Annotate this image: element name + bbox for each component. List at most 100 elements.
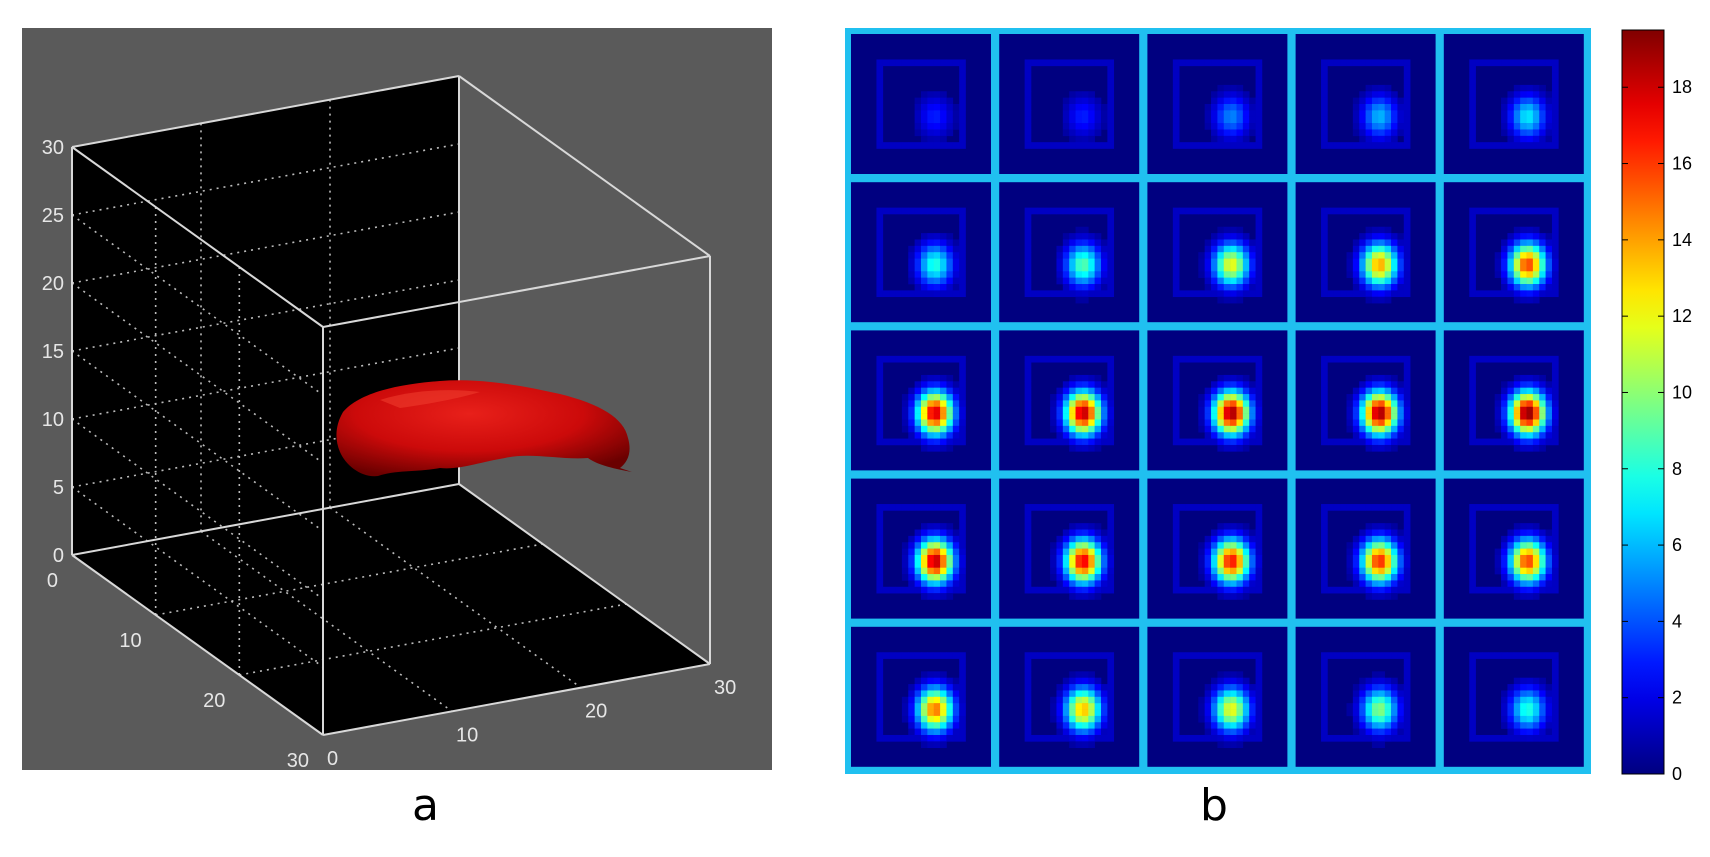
heatmap-cell [952,438,960,446]
heatmap-cell [1069,264,1076,272]
heatmap-cell [1532,652,1540,659]
heatmap-cell [908,561,915,568]
heatmap-cell [1062,59,1070,67]
heatmap-cell [1494,586,1502,594]
heatmap-cell [1249,129,1256,137]
heatmap-cell [1391,207,1398,215]
heatmap-cell [1365,690,1373,698]
heatmap-cell [1075,264,1083,272]
heatmap-cell [1384,696,1392,704]
heatmap-cell [1236,226,1244,234]
heatmap-cell [914,116,922,124]
heatmap-cell [1346,567,1354,575]
heatmap-cell [914,504,922,511]
heatmap-cell [1075,129,1083,137]
heatmap-cell [1501,104,1508,111]
heatmap-cell [1242,703,1250,710]
heatmap-cell [927,129,935,137]
heatmap-cell [1024,703,1032,710]
heatmap-cell [946,703,954,710]
heatmap-cell [933,722,941,729]
heatmap-cell [1520,84,1527,92]
heatmap-cell [1539,91,1546,98]
heatmap-cell [1532,271,1540,278]
heatmap-cell [1230,355,1237,363]
heatmap-tile [851,626,991,767]
heatmap-cell [1069,696,1076,704]
heatmap-cell [1172,406,1180,414]
heatmap-cell [1062,696,1070,704]
heatmap-cell [1526,207,1534,215]
heatmap-cell [1198,271,1205,278]
heatmap-cell [1024,574,1032,581]
heatmap-cell [946,355,954,363]
heatmap-cell [1539,252,1546,259]
floor-grid-line [155,543,543,616]
heatmap-cell [1340,355,1347,363]
heatmap-cell [1249,142,1256,149]
heatmap-cell [1242,684,1250,691]
heatmap-cell [952,652,960,659]
heatmap-cell [1230,535,1237,543]
heatmap-cell [914,728,922,736]
heatmap-cell [1107,567,1115,575]
heatmap-cell [1088,142,1095,149]
heatmap-cell [895,734,903,742]
heatmap-cell [1024,226,1032,234]
heatmap-cell [946,548,954,556]
heatmap-cell [1494,652,1502,659]
heatmap-cell [940,554,947,562]
heatmap-cell [1520,239,1527,247]
heatmap-cell [1545,709,1553,717]
heatmap-cell [889,142,896,149]
heatmap-cell [1501,59,1508,67]
heatmap-cell [927,277,935,285]
heatmap-cell [1378,374,1385,382]
heatmap-cell [1378,233,1385,240]
heatmap-cell [1469,425,1476,433]
heatmap-cell [1321,715,1328,723]
heatmap-cell [1236,690,1244,698]
heatmap-cell [1551,419,1559,427]
heatmap-cell [1513,123,1521,130]
heatmap-cell [876,504,884,511]
heatmap-cell [1056,355,1064,363]
heatmap-cell [1532,715,1540,723]
heatmap-cell [1321,432,1328,439]
heatmap-cell [908,715,915,723]
heatmap-cell [1050,709,1057,717]
heatmap-cell [1397,709,1405,717]
heatmap-cell [1024,104,1032,111]
heatmap-cell [921,574,928,581]
heatmap-cell [940,91,947,98]
heatmap-cell [1507,387,1515,395]
heatmap-tile-background [1147,330,1288,471]
heatmap-cell [1255,696,1263,704]
heatmap-cell [1107,652,1115,659]
heatmap-cell [876,135,884,143]
heatmap-cell [927,741,935,749]
colorbar-tick-label: 16 [1672,154,1692,174]
heatmap-cell [1539,548,1546,556]
heatmap-cell [940,277,947,285]
heatmap-cell [1236,374,1244,382]
heatmap-cell [1403,245,1411,253]
heatmap-cell [1172,129,1180,137]
heatmap-cell [1378,91,1385,98]
heatmap-cell [1532,504,1540,511]
heatmap-cell [1384,574,1392,581]
heatmap-cell [1403,548,1411,556]
heatmap-cell [1062,677,1070,685]
heatmap-cell [1242,91,1250,98]
heatmap-cell [1088,406,1095,414]
heatmap-cell [1469,258,1476,266]
heatmap-cell [933,554,941,562]
heatmap-cell [1397,432,1405,439]
heatmap-cell [1513,207,1521,215]
heatmap-cell [1223,504,1231,511]
heatmap-cell [940,355,947,363]
heatmap-cell [1469,65,1476,73]
heatmap-cell [940,523,947,530]
heatmap-cell [1172,381,1180,388]
heatmap-cell [927,394,935,401]
